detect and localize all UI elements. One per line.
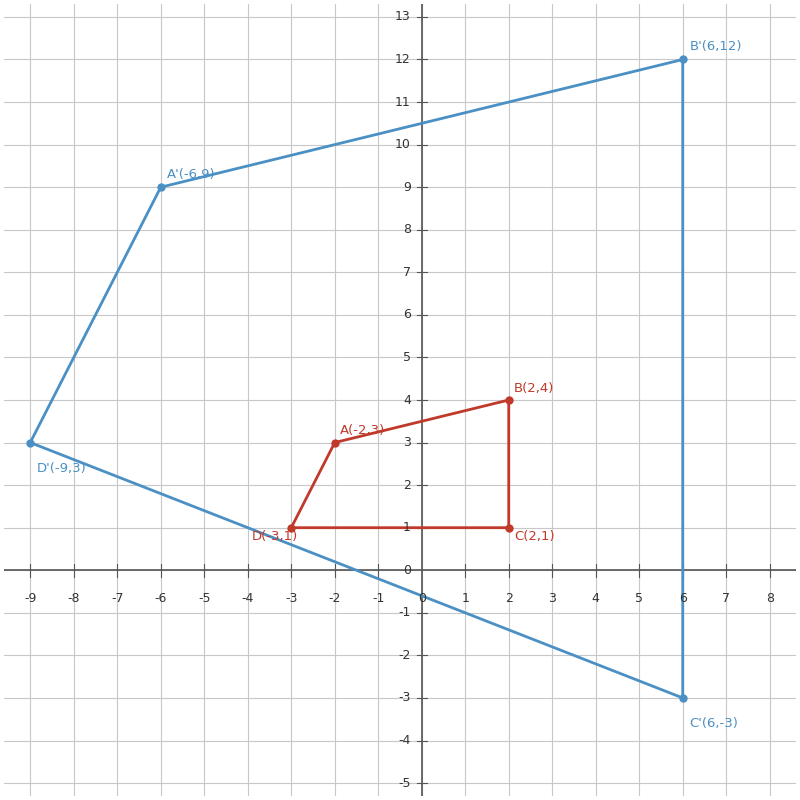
Text: -5: -5: [398, 777, 411, 790]
Text: B(2,4): B(2,4): [514, 382, 554, 395]
Text: D'(-9,3): D'(-9,3): [37, 462, 86, 474]
Text: C(2,1): C(2,1): [514, 530, 554, 542]
Text: 8: 8: [403, 223, 411, 236]
Text: -3: -3: [285, 591, 298, 605]
Text: -4: -4: [242, 591, 254, 605]
Text: 7: 7: [722, 591, 730, 605]
Text: -1: -1: [372, 591, 385, 605]
Text: -4: -4: [398, 734, 411, 747]
Text: -9: -9: [24, 591, 37, 605]
Text: -7: -7: [111, 591, 123, 605]
Text: 10: 10: [395, 138, 411, 151]
Text: D(-3,1): D(-3,1): [252, 530, 298, 542]
Text: -5: -5: [198, 591, 210, 605]
Text: 6: 6: [679, 591, 686, 605]
Text: 2: 2: [403, 478, 411, 492]
Text: 1: 1: [462, 591, 469, 605]
Text: -3: -3: [398, 691, 411, 705]
Text: C'(6,-3): C'(6,-3): [690, 717, 738, 730]
Text: 6: 6: [403, 308, 411, 322]
Text: 3: 3: [403, 436, 411, 449]
Text: 5: 5: [635, 591, 643, 605]
Text: 8: 8: [766, 591, 774, 605]
Text: -2: -2: [329, 591, 341, 605]
Text: 4: 4: [592, 591, 600, 605]
Text: A(-2,3): A(-2,3): [340, 425, 386, 438]
Text: 9: 9: [403, 181, 411, 194]
Text: 4: 4: [403, 394, 411, 406]
Text: 3: 3: [548, 591, 556, 605]
Text: B'(6,12): B'(6,12): [690, 40, 742, 53]
Text: 13: 13: [395, 10, 411, 23]
Text: 0: 0: [403, 564, 411, 577]
Text: 11: 11: [395, 95, 411, 109]
Text: 5: 5: [403, 351, 411, 364]
Text: -2: -2: [398, 649, 411, 662]
Text: 1: 1: [403, 521, 411, 534]
Text: 12: 12: [395, 53, 411, 66]
Text: 2: 2: [505, 591, 513, 605]
Text: -6: -6: [154, 591, 167, 605]
Text: 0: 0: [418, 591, 426, 605]
Text: -1: -1: [398, 606, 411, 619]
Text: -8: -8: [67, 591, 80, 605]
Text: 7: 7: [403, 266, 411, 279]
Text: A'(-6,9): A'(-6,9): [167, 168, 216, 181]
